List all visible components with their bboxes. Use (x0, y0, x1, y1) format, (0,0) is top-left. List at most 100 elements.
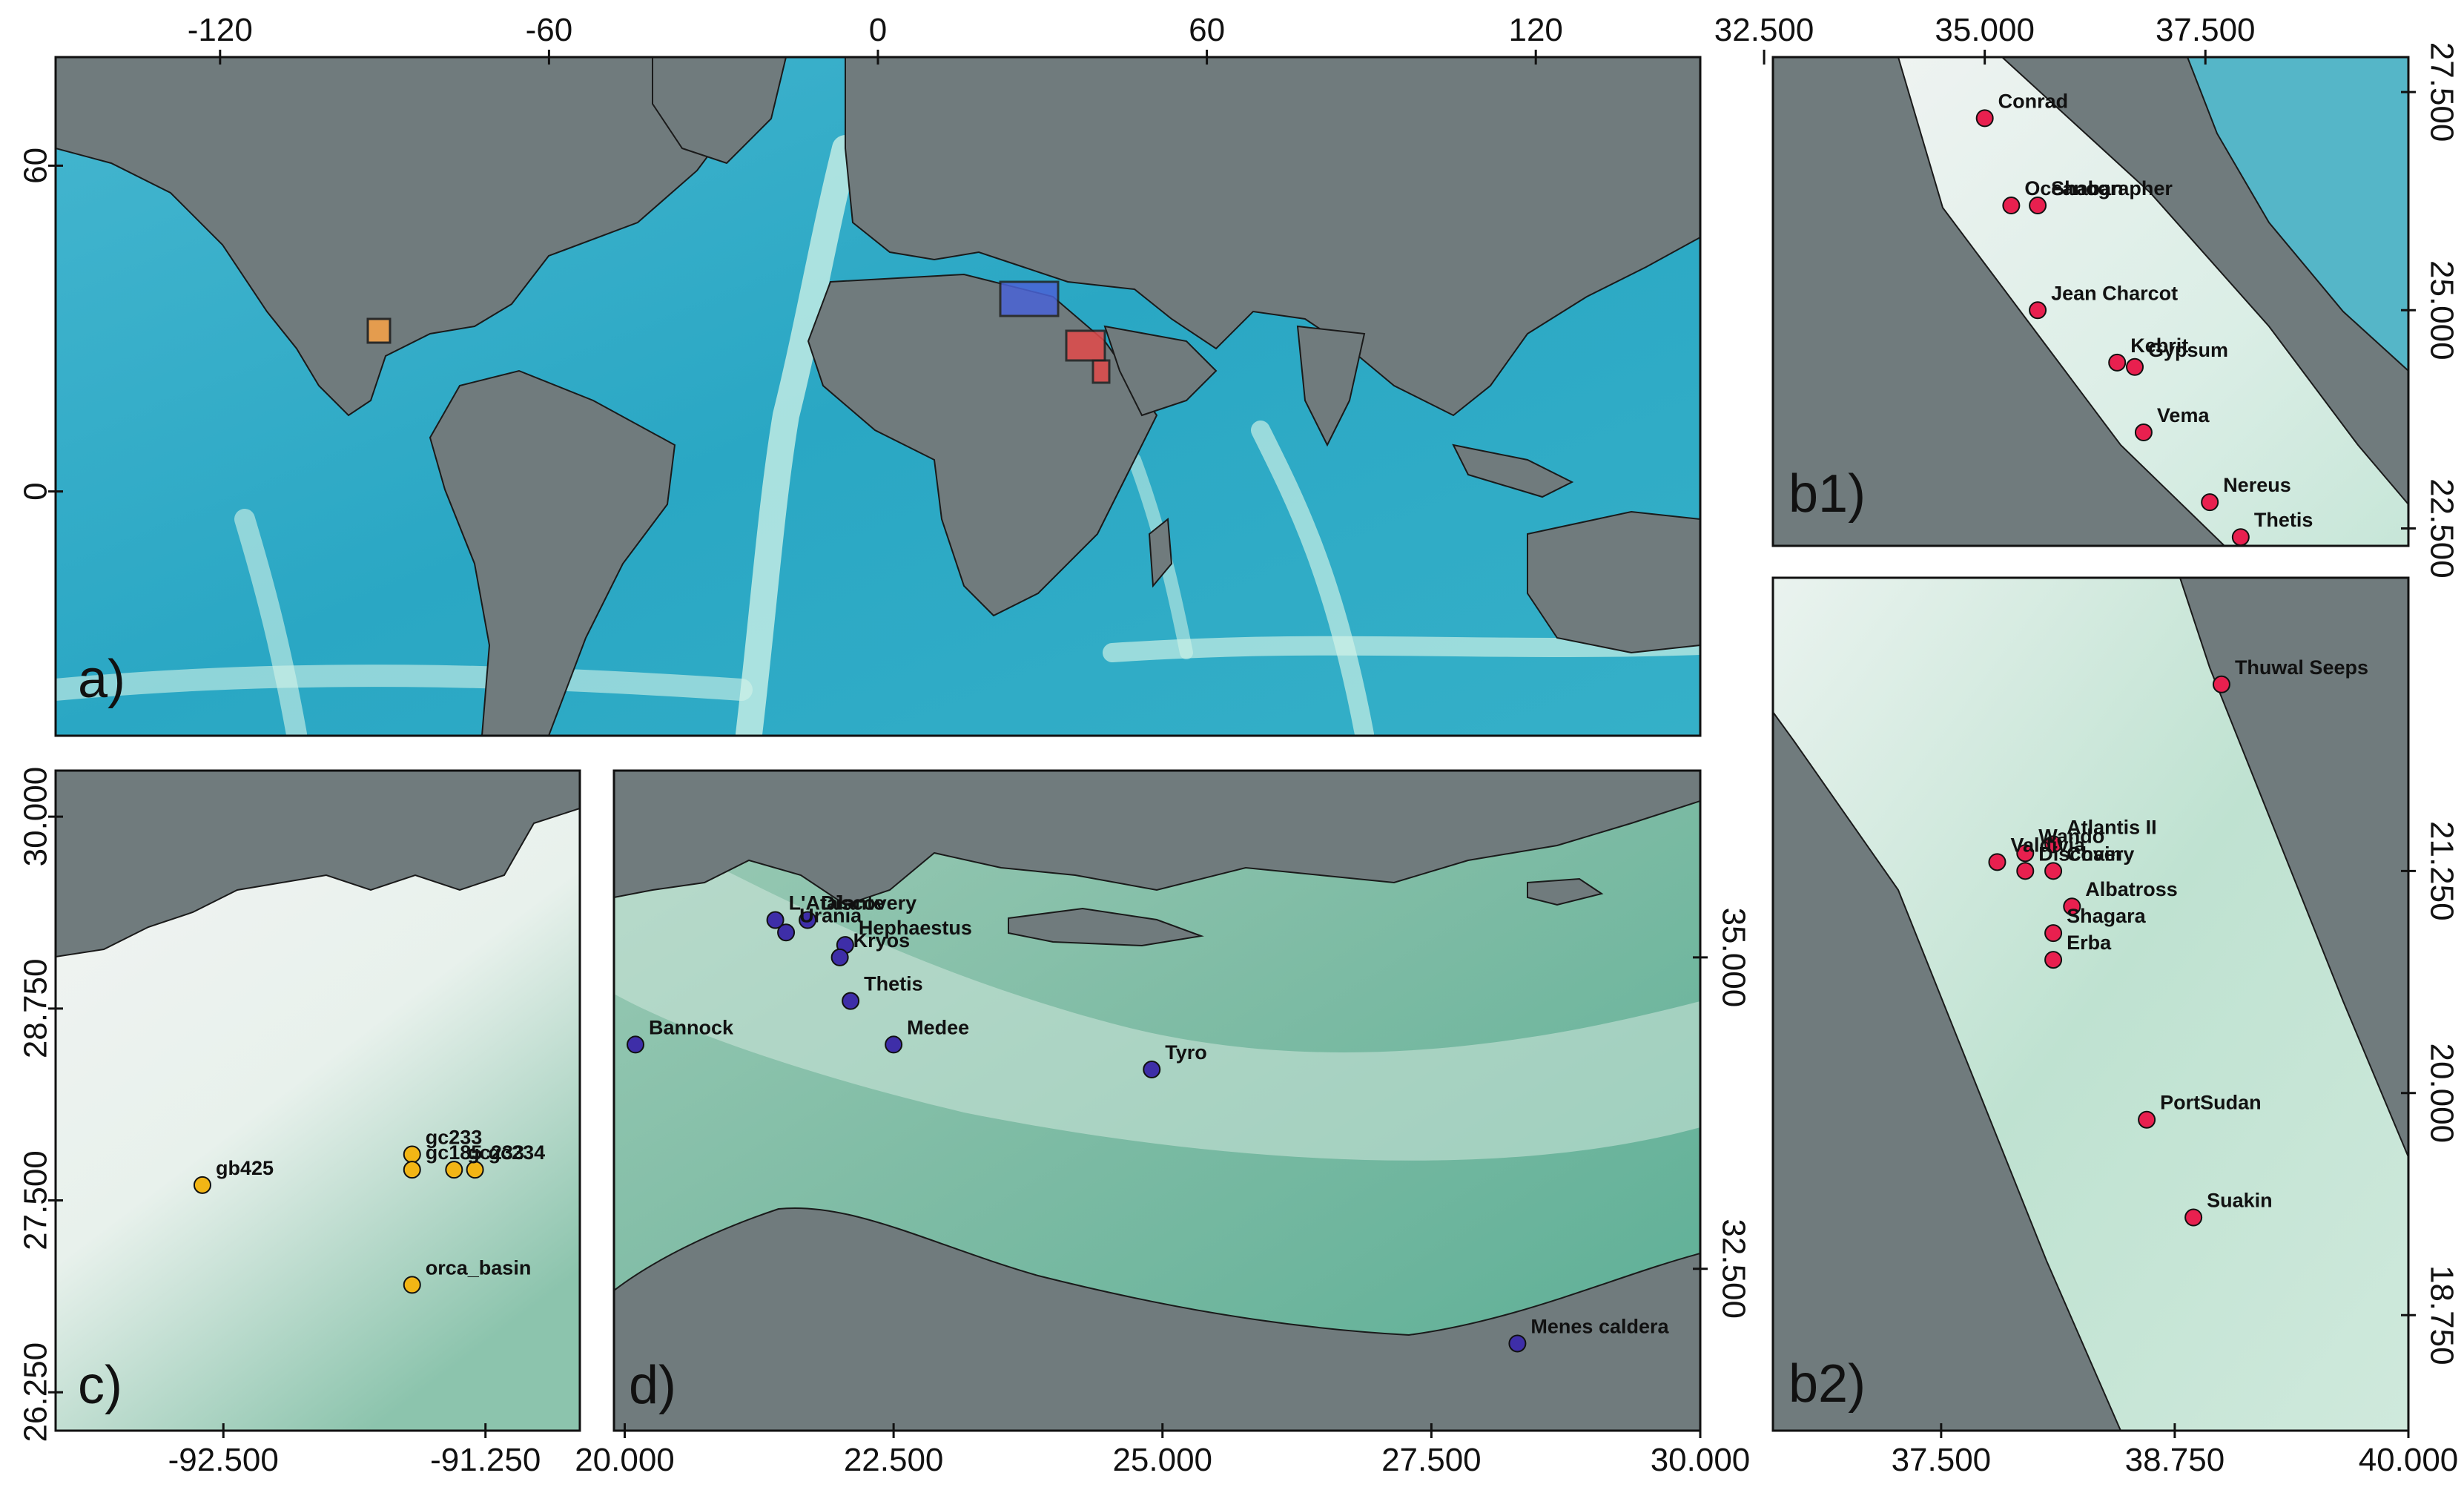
site-label: gb425 (216, 1157, 274, 1179)
panel-d-frame (612, 769, 1702, 1432)
site-marker (799, 911, 817, 929)
site-marker (403, 1145, 421, 1164)
panel-b1-label: b1) (1788, 464, 1866, 524)
y-tick-label: 32.500 (1715, 1219, 1751, 1319)
site-marker (2134, 423, 2153, 442)
x-tick-label: -91.250 (430, 1442, 541, 1478)
site-label: Thuwal Seeps (2235, 656, 2368, 679)
site-marker (2044, 924, 2063, 943)
site-label: PortSudan (2160, 1092, 2262, 1114)
y-tick-label: 27.500 (18, 1150, 54, 1250)
site-label: Atlantis II (2067, 816, 2157, 838)
x-tick-label: 35.000 (1935, 12, 2035, 48)
site-label: Bannock (649, 1016, 734, 1038)
site-label: Jean Charcot (2051, 282, 2178, 304)
site-label: Wando (2038, 825, 2104, 847)
site-label: Discovery (2038, 843, 2134, 865)
site-marker (2016, 844, 2035, 863)
site-label: Shaban (2051, 177, 2124, 200)
site-label: Tyro (1165, 1041, 1207, 1064)
x-tick-label: -92.500 (168, 1442, 279, 1478)
site-label: Discovery (821, 892, 916, 914)
panel-b2-sites: Thuwal Seeps Atlantis IIWandoValdiviaChai… (1988, 656, 2368, 1227)
red-sea-north-box (1065, 329, 1106, 362)
panel-b1-ticks: 32.500 35.000 37.500 27.500 25.000 22.500 (1714, 12, 2460, 578)
x-tick-label: 25.000 (1112, 1442, 1212, 1478)
site-label: Thetis (2254, 509, 2313, 531)
y-tick-label: 26.250 (18, 1342, 54, 1443)
site-marker (2044, 951, 2063, 969)
site-label: Suakin (2207, 1190, 2273, 1212)
panel-d-sites: L'AtalanteDiscoveryUraniaHephaestusKryos… (627, 892, 1669, 1353)
y-tick-label: 27.500 (2423, 42, 2460, 142)
y-tick-label: 35.000 (1715, 908, 1751, 1008)
south-america (429, 369, 676, 736)
greece-turkey (614, 771, 1700, 906)
greenland (652, 57, 787, 165)
site-label: Shagara (2067, 905, 2147, 927)
panel-d-eastern-mediterranean: 20.000 22.500 25.000 27.500 30.000 35.000 32.5… (575, 769, 1751, 1478)
ocean-ridges (56, 135, 1700, 736)
site-label: Urania (799, 904, 862, 926)
arabia (1103, 325, 1218, 417)
mediterranean-box (999, 280, 1060, 317)
madagascar (1148, 518, 1173, 588)
y-tick-label: 22.500 (2423, 478, 2460, 578)
y-tick-label: 60 (18, 148, 54, 184)
site-label: L'Atalante (789, 892, 885, 914)
site-label: Erba (2067, 932, 2112, 954)
site-marker (2231, 528, 2250, 547)
site-label: Conrad (1998, 90, 2069, 112)
site-label: Nereus (2223, 474, 2291, 496)
site-marker (2126, 357, 2144, 376)
site-marker (2044, 862, 2063, 880)
x-tick-label: -60 (526, 12, 573, 48)
site-marker (2029, 301, 2047, 320)
x-tick-label: 0 (869, 12, 887, 48)
site-marker (1143, 1061, 1161, 1079)
north-america (56, 57, 765, 417)
site-marker (2029, 197, 2047, 215)
panel-a-world-map: -120 -60 0 60 120 60 0 a) (18, 12, 1702, 737)
site-marker (2201, 493, 2219, 512)
x-tick-label: -120 (188, 12, 253, 48)
site-marker (1508, 1334, 1527, 1353)
site-marker (2184, 1208, 2203, 1227)
site-marker (193, 1176, 211, 1194)
site-marker (842, 992, 860, 1010)
red-sea-water (1897, 57, 2408, 546)
shelf-light (614, 816, 1700, 1161)
x-tick-label: 32.500 (1714, 12, 1814, 48)
panel-b2-ticks: 37.500 38.750 40.000 21.250 20.000 18.750 (1892, 821, 2460, 1478)
site-label: Thetis (864, 973, 923, 995)
site-label: orca_basin (426, 1256, 532, 1279)
panel-c-frame (54, 769, 581, 1432)
red-sea-south-box (1091, 359, 1111, 384)
site-label: Albatross (2085, 878, 2178, 900)
panel-d-label: d) (629, 1356, 676, 1415)
site-marker (2138, 1110, 2156, 1129)
y-tick-label: 21.250 (2423, 821, 2460, 921)
site-label: Kryos (853, 929, 911, 952)
site-label: gc185 (426, 1141, 483, 1164)
site-marker (1988, 853, 2006, 871)
gulf-of-mexico-box (366, 317, 392, 344)
panel-a-ticks: -120 -60 0 60 120 60 0 (18, 12, 1563, 501)
site-marker (403, 1161, 421, 1179)
site-marker (777, 923, 796, 942)
site-label: Kebrit (2130, 334, 2188, 357)
cyprus (1527, 877, 1604, 906)
site-marker (403, 1276, 421, 1294)
x-tick-label: 120 (1508, 12, 1562, 48)
site-label: Hephaestus (859, 917, 972, 939)
southeast-asia-islands (1452, 444, 1574, 498)
panel-c-ticks: -92.500 -91.250 30.000 28.750 27.500 26.250 (18, 767, 541, 1478)
y-tick-label: 28.750 (18, 959, 54, 1059)
site-marker (885, 1035, 903, 1054)
x-tick-label: 37.500 (1892, 1442, 1992, 1478)
site-label: Vema (2157, 404, 2210, 426)
site-marker (2212, 675, 2230, 693)
site-label: gc233 (467, 1141, 524, 1164)
